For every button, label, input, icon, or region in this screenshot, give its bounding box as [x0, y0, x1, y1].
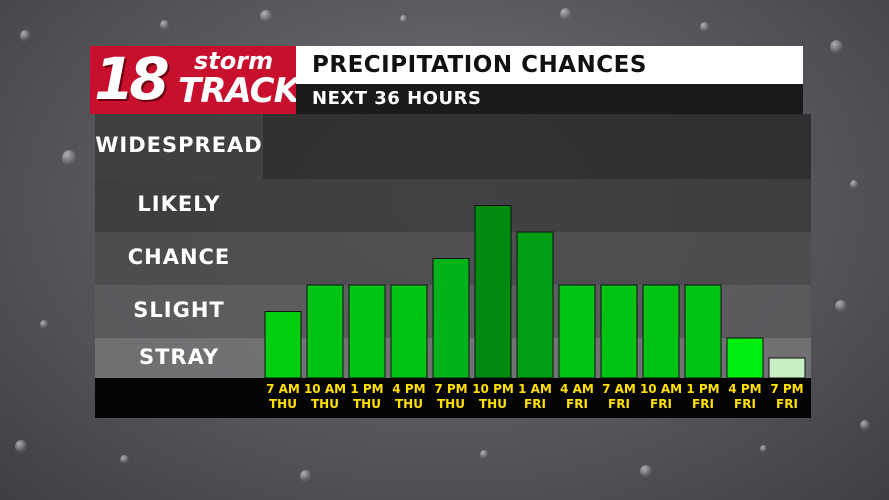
logo-word-track: TRACK [178, 71, 300, 111]
logo-number: 18 [94, 45, 170, 113]
station-logo: 18 storm TRACK [90, 45, 300, 114]
raindrop [300, 470, 311, 482]
raindrop [480, 450, 488, 459]
bar-11 [726, 337, 764, 378]
x-tick-label: 4 PM THU [387, 382, 431, 412]
x-tick-day: FRI [566, 397, 588, 411]
raindrop [760, 445, 767, 453]
raindrop [640, 465, 652, 478]
x-tick-day: THU [353, 397, 381, 411]
raindrop [850, 180, 858, 189]
x-tick-label: 7 PM THU [429, 382, 473, 412]
x-tick-day: THU [437, 397, 465, 411]
x-tick-day: FRI [608, 397, 630, 411]
raindrop [260, 10, 272, 22]
bar-3 [390, 284, 428, 378]
x-tick-time: 10 AM [639, 382, 683, 396]
x-tick-label: 7 PM FRI [765, 382, 809, 412]
bar-6 [516, 231, 554, 378]
bar-7 [558, 284, 596, 378]
x-tick-time: 1 AM [518, 382, 552, 396]
raindrop [40, 320, 48, 329]
x-tick-label: 7 AM THU [261, 382, 305, 412]
x-tick-time: 10 AM [303, 382, 347, 396]
x-tick-label: 1 AM FRI [513, 382, 557, 412]
bar-5 [474, 205, 512, 378]
x-tick-time: 7 AM [602, 382, 636, 396]
band-likely: LIKELY [95, 179, 811, 232]
raindrop [860, 420, 870, 431]
x-tick-label: 10 AM FRI [639, 382, 683, 412]
bar-9 [642, 284, 680, 378]
x-tick-day: FRI [650, 397, 672, 411]
band-widespread: WIDESPREAD [95, 114, 811, 179]
raindrop [15, 440, 27, 453]
x-tick-label: 10 PM THU [471, 382, 515, 412]
y-label-likely: LIKELY [137, 192, 221, 216]
x-tick-label: 10 AM THU [303, 382, 347, 412]
x-tick-label: 1 PM THU [345, 382, 389, 412]
x-tick-day: THU [269, 397, 297, 411]
x-tick-label: 4 PM FRI [723, 382, 767, 412]
x-tick-time: 4 PM [728, 382, 762, 396]
x-tick-day: FRI [776, 397, 798, 411]
bar-12 [768, 357, 806, 378]
raindrop [62, 150, 76, 166]
x-tick-day: THU [479, 397, 507, 411]
raindrop [120, 455, 129, 464]
y-label-slight: SLIGHT [133, 298, 225, 322]
precipitation-chart: WIDESPREAD LIKELY CHANCE SLIGHT STRAY 7 … [95, 114, 811, 418]
page-title: PRECIPITATION CHANCES [312, 52, 647, 78]
raindrop [560, 8, 571, 20]
bar-2 [348, 284, 386, 378]
logo-word-storm: storm [194, 47, 274, 75]
x-tick-label: 7 AM FRI [597, 382, 641, 412]
x-tick-label: 4 AM FRI [555, 382, 599, 412]
x-tick-time: 1 PM [686, 382, 720, 396]
x-tick-time: 7 PM [434, 382, 468, 396]
bars-layer [264, 205, 806, 378]
y-label-chance: CHANCE [127, 245, 231, 269]
bar-1 [306, 284, 344, 378]
x-tick-time: 7 PM [770, 382, 804, 396]
page-subtitle: NEXT 36 HOURS [312, 88, 482, 109]
raindrop [160, 20, 169, 30]
x-tick-label: 1 PM FRI [681, 382, 725, 412]
raindrop [400, 15, 407, 23]
x-tick-time: 1 PM [350, 382, 384, 396]
x-tick-time: 7 AM [266, 382, 300, 396]
raindrop [700, 22, 709, 32]
x-tick-day: THU [395, 397, 423, 411]
label-column-shade [95, 114, 263, 179]
y-label-widespread: WIDESPREAD [95, 133, 263, 157]
x-tick-day: THU [311, 397, 339, 411]
bar-4 [432, 258, 470, 378]
raindrop [835, 300, 847, 312]
x-tick-day: FRI [524, 397, 546, 411]
bar-10 [684, 284, 722, 378]
x-axis: 7 AM THU 10 AM THU 1 PM THU 4 PM THU 7 PM THU 10 P… [95, 378, 811, 418]
x-tick-day: FRI [734, 397, 756, 411]
y-label-stray: STRAY [138, 345, 220, 369]
x-tick-time: 10 PM [472, 382, 514, 396]
x-tick-time: 4 PM [392, 382, 426, 396]
bar-0 [264, 311, 302, 378]
subtitle-bar: NEXT 36 HOURS [296, 84, 803, 114]
x-tick-day: FRI [692, 397, 714, 411]
title-bar: PRECIPITATION CHANCES [296, 46, 803, 84]
raindrop [20, 30, 30, 42]
raindrop [830, 40, 843, 54]
bar-8 [600, 284, 638, 378]
x-tick-time: 4 AM [560, 382, 594, 396]
